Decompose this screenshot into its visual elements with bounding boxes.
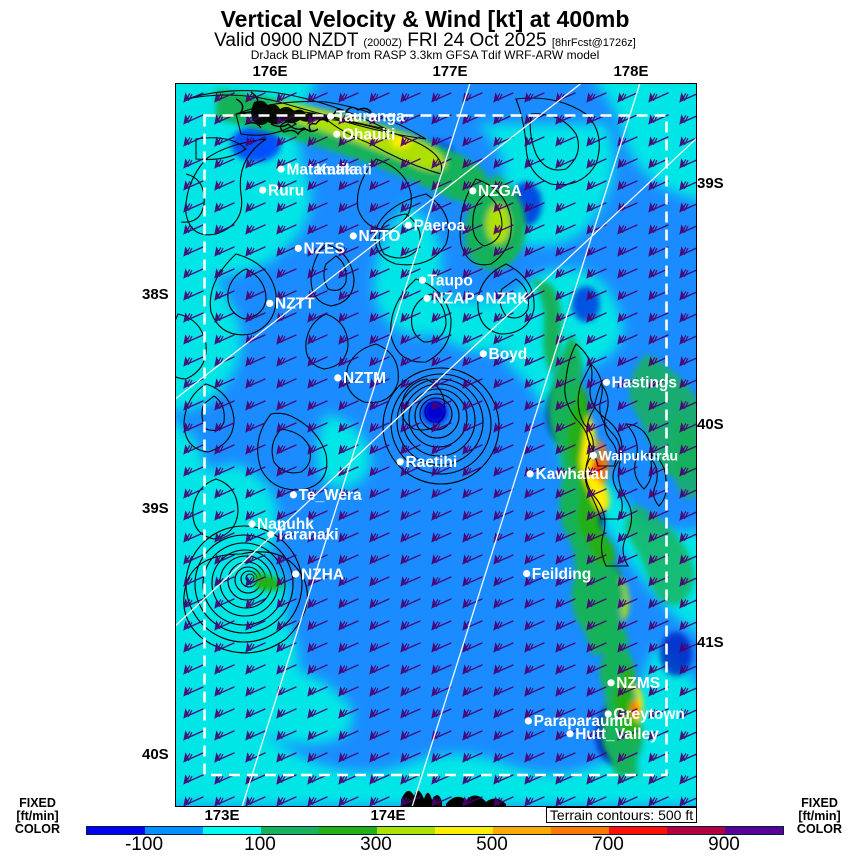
- svg-text:NZTT: NZTT: [275, 296, 315, 313]
- svg-text:NZES: NZES: [304, 241, 345, 258]
- svg-text:Kawhatau: Kawhatau: [536, 466, 609, 483]
- svg-text:Greytown: Greytown: [613, 706, 684, 723]
- svg-text:Feilding: Feilding: [532, 566, 591, 583]
- svg-text:NZGA: NZGA: [478, 183, 522, 200]
- svg-text:NZHA: NZHA: [301, 566, 344, 583]
- svg-text:NZMS: NZMS: [616, 675, 660, 692]
- svg-text:NZRK: NZRK: [486, 291, 530, 308]
- svg-text:Hastings: Hastings: [612, 375, 677, 392]
- svg-text:Taranaki: Taranaki: [276, 527, 339, 544]
- svg-text:Raetihi: Raetihi: [406, 454, 458, 471]
- svg-text:NZAP: NZAP: [433, 291, 475, 308]
- svg-text:Tauranga: Tauranga: [336, 109, 405, 126]
- svg-text:NZTO: NZTO: [359, 228, 401, 245]
- svg-text:Katikati: Katikati: [316, 161, 372, 178]
- svg-text:Te_Wera: Te_Wera: [299, 487, 363, 504]
- svg-text:Ruru: Ruru: [268, 182, 304, 199]
- svg-text:Boyd: Boyd: [489, 346, 528, 363]
- svg-text:Ohauiti: Ohauiti: [342, 126, 395, 143]
- svg-text:Taupo: Taupo: [428, 272, 473, 289]
- svg-text:Hutt_Valley: Hutt_Valley: [575, 726, 659, 743]
- svg-text:NZTM: NZTM: [343, 370, 386, 387]
- svg-text:Paeroa: Paeroa: [414, 218, 466, 235]
- svg-text:Waipukurau: Waipukurau: [599, 448, 679, 464]
